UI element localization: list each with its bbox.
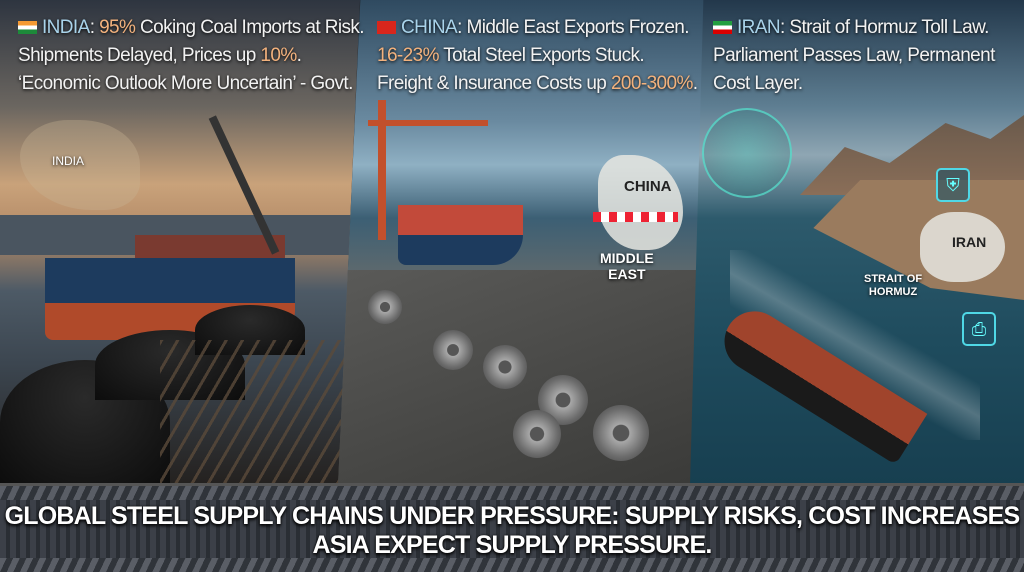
text: .	[692, 73, 698, 94]
banner-headline: GLOBAL STEEL SUPPLY CHAINS UNDER PRESSUR…	[0, 502, 1024, 560]
text: Strait of Hormuz Toll Law.	[784, 17, 989, 38]
rebar-decoration	[0, 486, 1024, 500]
iran-line-1: IRAN: Strait of Hormuz Toll Law.	[713, 14, 995, 42]
india-headline: INDIA: 95% Coking Coal Imports at Risk. …	[18, 14, 365, 98]
crane-arm	[368, 120, 488, 126]
china-line-3: Freight & Insurance Costs up 200-300%.	[377, 70, 698, 98]
shield-icon: ⛨	[936, 168, 970, 202]
colon: :	[89, 17, 95, 38]
iran-line-3: Cost Layer.	[713, 73, 803, 94]
label-line: STRAIT OF	[864, 273, 923, 285]
text: Middle East Exports Frozen.	[461, 17, 689, 38]
banner-line-1: GLOBAL STEEL SUPPLY CHAINS UNDER PRESSUR…	[4, 502, 1021, 530]
china-headline: CHINA: Middle East Exports Frozen. 16-23…	[377, 14, 698, 98]
india-line-2: Shipments Delayed, Prices up 10%.	[18, 42, 364, 70]
text: Freight & Insurance Costs up	[377, 73, 611, 94]
colon: :	[780, 17, 785, 38]
text: Coking Coal Imports at Risk.	[135, 17, 365, 38]
country-name: INDIA	[42, 17, 90, 38]
label-line: MIDDLE	[600, 250, 654, 266]
india-line-1: INDIA: 95% Coking Coal Imports at Risk.	[18, 14, 365, 42]
colon: :	[457, 17, 462, 38]
highlight-value: 95%	[99, 17, 136, 38]
iran-flag-icon	[713, 21, 732, 34]
rail-tracks	[160, 340, 360, 485]
text: Total Steel Exports Stuck.	[438, 45, 645, 66]
label-line: EAST	[608, 266, 646, 282]
banner-line-2: ASIA EXPECT SUPPLY PRESSURE.	[312, 531, 712, 559]
china-line-1: CHINA: Middle East Exports Frozen.	[377, 14, 697, 42]
text: Shipments Delayed, Prices up	[18, 45, 261, 66]
china-flag-icon	[377, 21, 396, 34]
iran-headline: IRAN: Strait of Hormuz Toll Law. Parliam…	[713, 14, 995, 98]
iran-line-2: Parliament Passes Law, Permanent	[713, 45, 995, 66]
china-map-label: CHINA	[624, 178, 672, 195]
text: .	[296, 45, 302, 66]
china-line-2: 16-23% Total Steel Exports Stuck.	[377, 42, 697, 70]
container-ship	[398, 205, 523, 265]
steel-coil	[368, 290, 402, 324]
iran-map-label: IRAN	[952, 234, 987, 250]
highlight-value: 200-300%	[610, 73, 693, 94]
steel-coil	[513, 410, 561, 458]
bottom-banner: GLOBAL STEEL SUPPLY CHAINS UNDER PRESSUR…	[0, 483, 1024, 572]
strait-of-hormuz-label: STRAIT OF HORMUZ	[864, 273, 922, 299]
country-name: IRAN	[737, 17, 781, 38]
india-flag-icon	[18, 21, 37, 34]
highlight-value: 10%	[260, 45, 297, 66]
barrier-icon	[593, 212, 678, 222]
iran-map-shape	[920, 212, 1005, 282]
steel-coil	[433, 330, 473, 370]
india-line-3: ‘Economic Outlook More Uncertain’ - Govt…	[18, 73, 353, 94]
china-map-shape	[598, 155, 683, 250]
radar-icon	[702, 108, 792, 198]
highlight-value: 16-23%	[377, 45, 439, 66]
middle-east-map-label: MIDDLE EAST	[600, 250, 654, 282]
rebar-decoration	[0, 558, 1024, 572]
country-name: CHINA	[401, 17, 458, 38]
label-line: HORMUZ	[868, 286, 918, 298]
crane	[378, 100, 386, 240]
china-panel: CHINA MIDDLE EAST	[338, 0, 710, 485]
document-icon: ⎙	[962, 312, 996, 346]
steel-coil	[483, 345, 527, 389]
india-panel: INDIA	[0, 0, 360, 485]
steel-coil	[593, 405, 649, 461]
india-map-label: INDIA	[52, 154, 85, 168]
